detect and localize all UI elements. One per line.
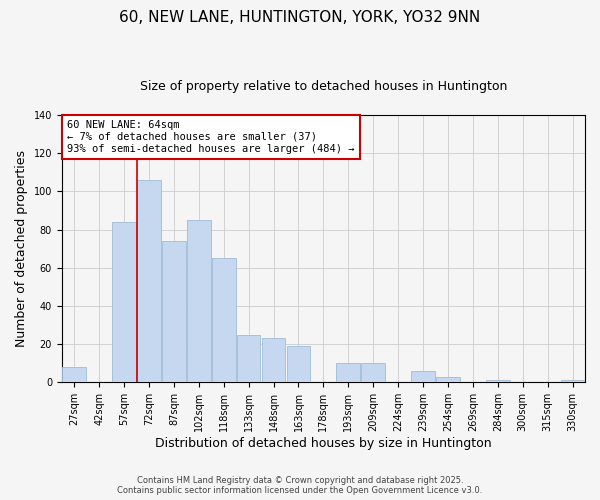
Bar (361, 364, 385, 382)
Bar (561, 380, 584, 382)
Bar (137, 180, 161, 382)
Bar (187, 220, 211, 382)
X-axis label: Distribution of detached houses by size in Huntington: Distribution of detached houses by size … (155, 437, 492, 450)
Title: Size of property relative to detached houses in Huntington: Size of property relative to detached ho… (140, 80, 507, 93)
Bar (212, 258, 236, 382)
Bar (162, 241, 186, 382)
Bar (112, 222, 136, 382)
Bar (237, 334, 260, 382)
Y-axis label: Number of detached properties: Number of detached properties (15, 150, 28, 347)
Bar (486, 380, 509, 382)
Bar (262, 338, 286, 382)
Text: 60 NEW LANE: 64sqm
← 7% of detached houses are smaller (37)
93% of semi-detached: 60 NEW LANE: 64sqm ← 7% of detached hous… (67, 120, 355, 154)
Text: 60, NEW LANE, HUNTINGTON, YORK, YO32 9NN: 60, NEW LANE, HUNTINGTON, YORK, YO32 9NN (119, 10, 481, 25)
Bar (287, 346, 310, 383)
Bar (62, 367, 86, 382)
Bar (337, 364, 360, 382)
Text: Contains HM Land Registry data © Crown copyright and database right 2025.
Contai: Contains HM Land Registry data © Crown c… (118, 476, 482, 495)
Bar (411, 371, 435, 382)
Bar (436, 376, 460, 382)
